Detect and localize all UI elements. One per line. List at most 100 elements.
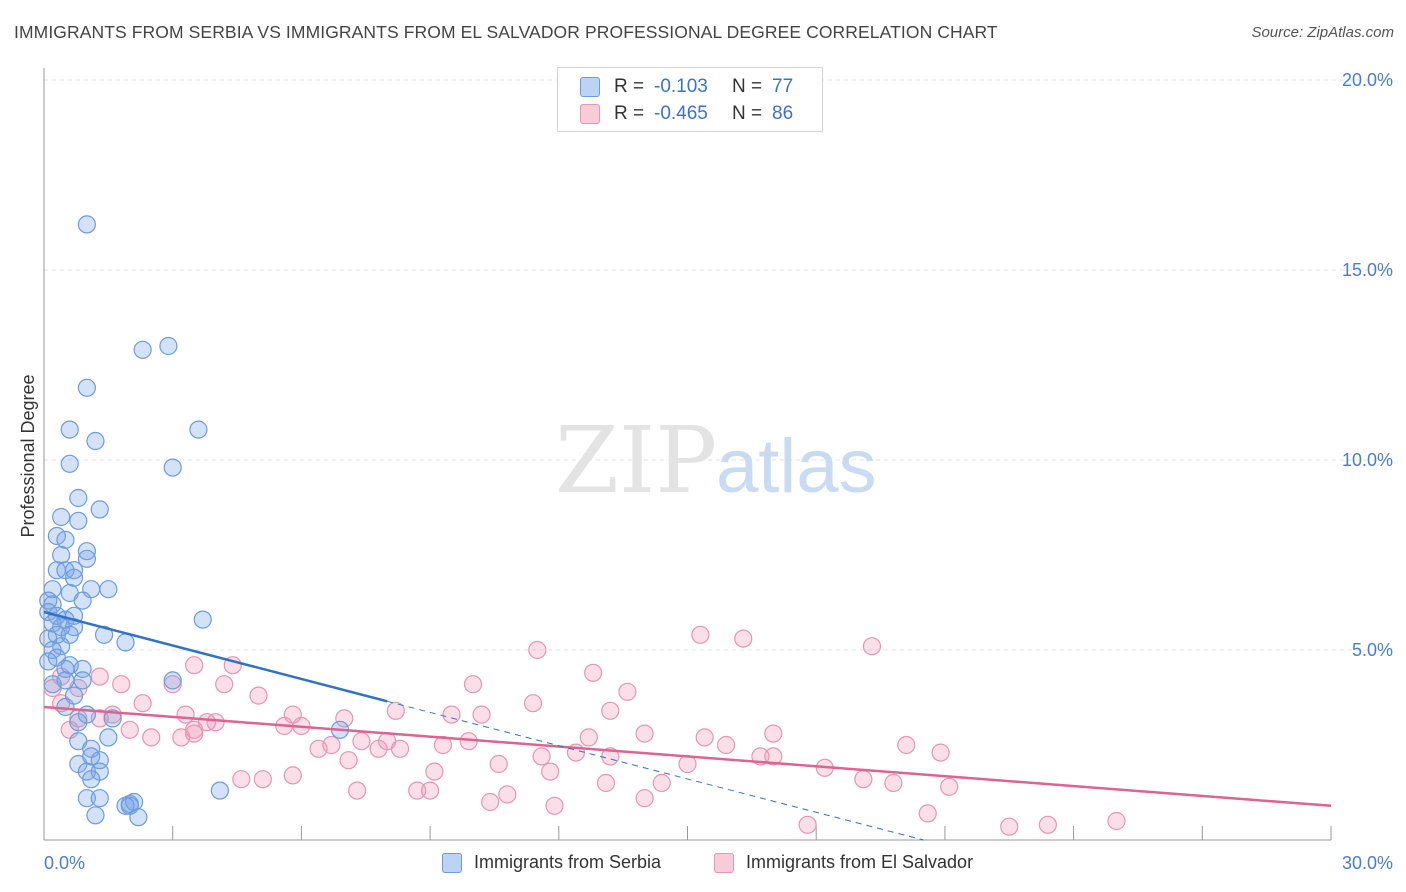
point-el-salvador [579,728,598,747]
point-el-salvador [1000,817,1019,836]
point-el-salvador [232,770,251,789]
point-el-salvador [339,751,358,770]
point-el-salvador [421,781,440,800]
point-el-salvador [253,770,272,789]
point-el-salvador [369,739,388,758]
grid-lines [44,79,1392,651]
point-serbia [69,713,88,732]
point-el-salvador [695,728,714,747]
legend-r-label: R = [614,103,645,124]
legend-n-value: 77 [772,76,794,97]
point-el-salvador [764,724,783,743]
point-el-salvador [283,766,302,785]
legend-row-el-salvador: R = -0.465 N = 86 [580,102,793,126]
point-el-salvador [489,754,508,774]
legend-label-serbia: Immigrants from Serbia [474,852,662,872]
point-el-salvador [425,762,444,781]
point-el-salvador [206,713,225,732]
source-label: Source: ZipAtlas.com [1251,24,1394,41]
point-serbia [99,580,118,599]
point-el-salvador [884,773,903,793]
point-serbia [189,420,208,439]
point-el-salvador [691,625,710,644]
point-serbia [193,610,212,629]
point-serbia [103,709,122,728]
point-el-salvador [481,792,500,812]
point-serbia [116,633,135,652]
point-serbia [90,500,109,519]
point-el-salvador [635,724,654,743]
point-el-salvador [601,701,620,720]
legend-item-el-salvador: Immigrants from El Salvador [714,852,973,873]
point-el-salvador [618,682,637,701]
point-el-salvador [1038,815,1057,834]
legend-swatch-el-salvador [714,852,734,873]
legend-label-el-salvador: Immigrants from El Salvador [746,852,974,872]
point-serbia [43,675,62,694]
watermark-zip: ZIP [555,407,717,514]
point-serbia [52,637,71,656]
point-serbia [116,796,135,815]
point-serbia [210,781,229,800]
point-el-salvador [176,705,195,724]
point-el-salvador [386,701,405,720]
point-el-salvador [541,762,560,781]
axes [43,68,1332,841]
point-serbia [64,568,84,587]
trend-lines [43,610,1332,841]
series-serbia [39,215,350,827]
point-el-salvador [764,747,783,766]
point-el-salvador [918,804,937,823]
legend-n-label: N = [732,76,763,97]
point-serbia [133,340,152,359]
point-el-salvador [90,667,109,686]
legend-swatch-serbia [580,77,600,97]
series-el-salvador [43,625,1126,836]
chart-title: IMMIGRANTS FROM SERBIA VS IMMIGRANTS FRO… [14,22,998,42]
point-serbia [86,806,105,825]
trend-line-el-salvador [43,705,1332,808]
point-serbia [77,378,97,397]
point-el-salvador [352,732,371,751]
point-serbia [99,728,118,747]
point-serbia [77,215,97,234]
point-el-salvador [408,781,427,800]
legend-item-serbia: Immigrants from Serbia [442,852,661,873]
legend-row-serbia: R = -0.103 N = 77 [580,75,793,99]
y-tick-label: 10.0% [1342,450,1393,470]
point-el-salvador [635,789,654,808]
y-tick-label: 15.0% [1342,260,1393,280]
point-el-salvador [652,773,671,793]
point-el-salvador [854,770,873,789]
point-el-salvador [163,675,182,694]
point-serbia [163,671,182,690]
point-serbia [47,526,66,546]
point-el-salvador [463,675,483,694]
point-serbia [39,652,58,671]
point-el-salvador [584,663,603,682]
watermark-atlas: atlas [716,424,877,509]
legend-r-value: -0.465 [654,103,708,124]
point-el-salvador [545,796,564,815]
trend-line-serbia-extension [387,700,924,841]
point-el-salvador [442,705,461,724]
point-el-salvador [472,705,491,724]
legend-n-value: 86 [772,103,794,124]
y-tick-label: 5.0% [1352,640,1393,660]
point-serbia [60,420,79,439]
legend-swatch-el-salvador [580,104,600,124]
point-el-salvador [532,747,551,766]
point-el-salvador [931,743,950,762]
point-el-salvador [348,781,367,800]
point-serbia [77,549,97,568]
y-tick-label: 20.0% [1342,70,1393,90]
point-serbia [64,561,84,580]
point-serbia [82,770,101,789]
point-el-salvador [112,675,131,694]
point-el-salvador [734,629,753,648]
point-el-salvador [528,640,547,660]
point-el-salvador [133,694,152,713]
point-el-salvador [596,773,616,793]
point-el-salvador [1107,811,1126,831]
